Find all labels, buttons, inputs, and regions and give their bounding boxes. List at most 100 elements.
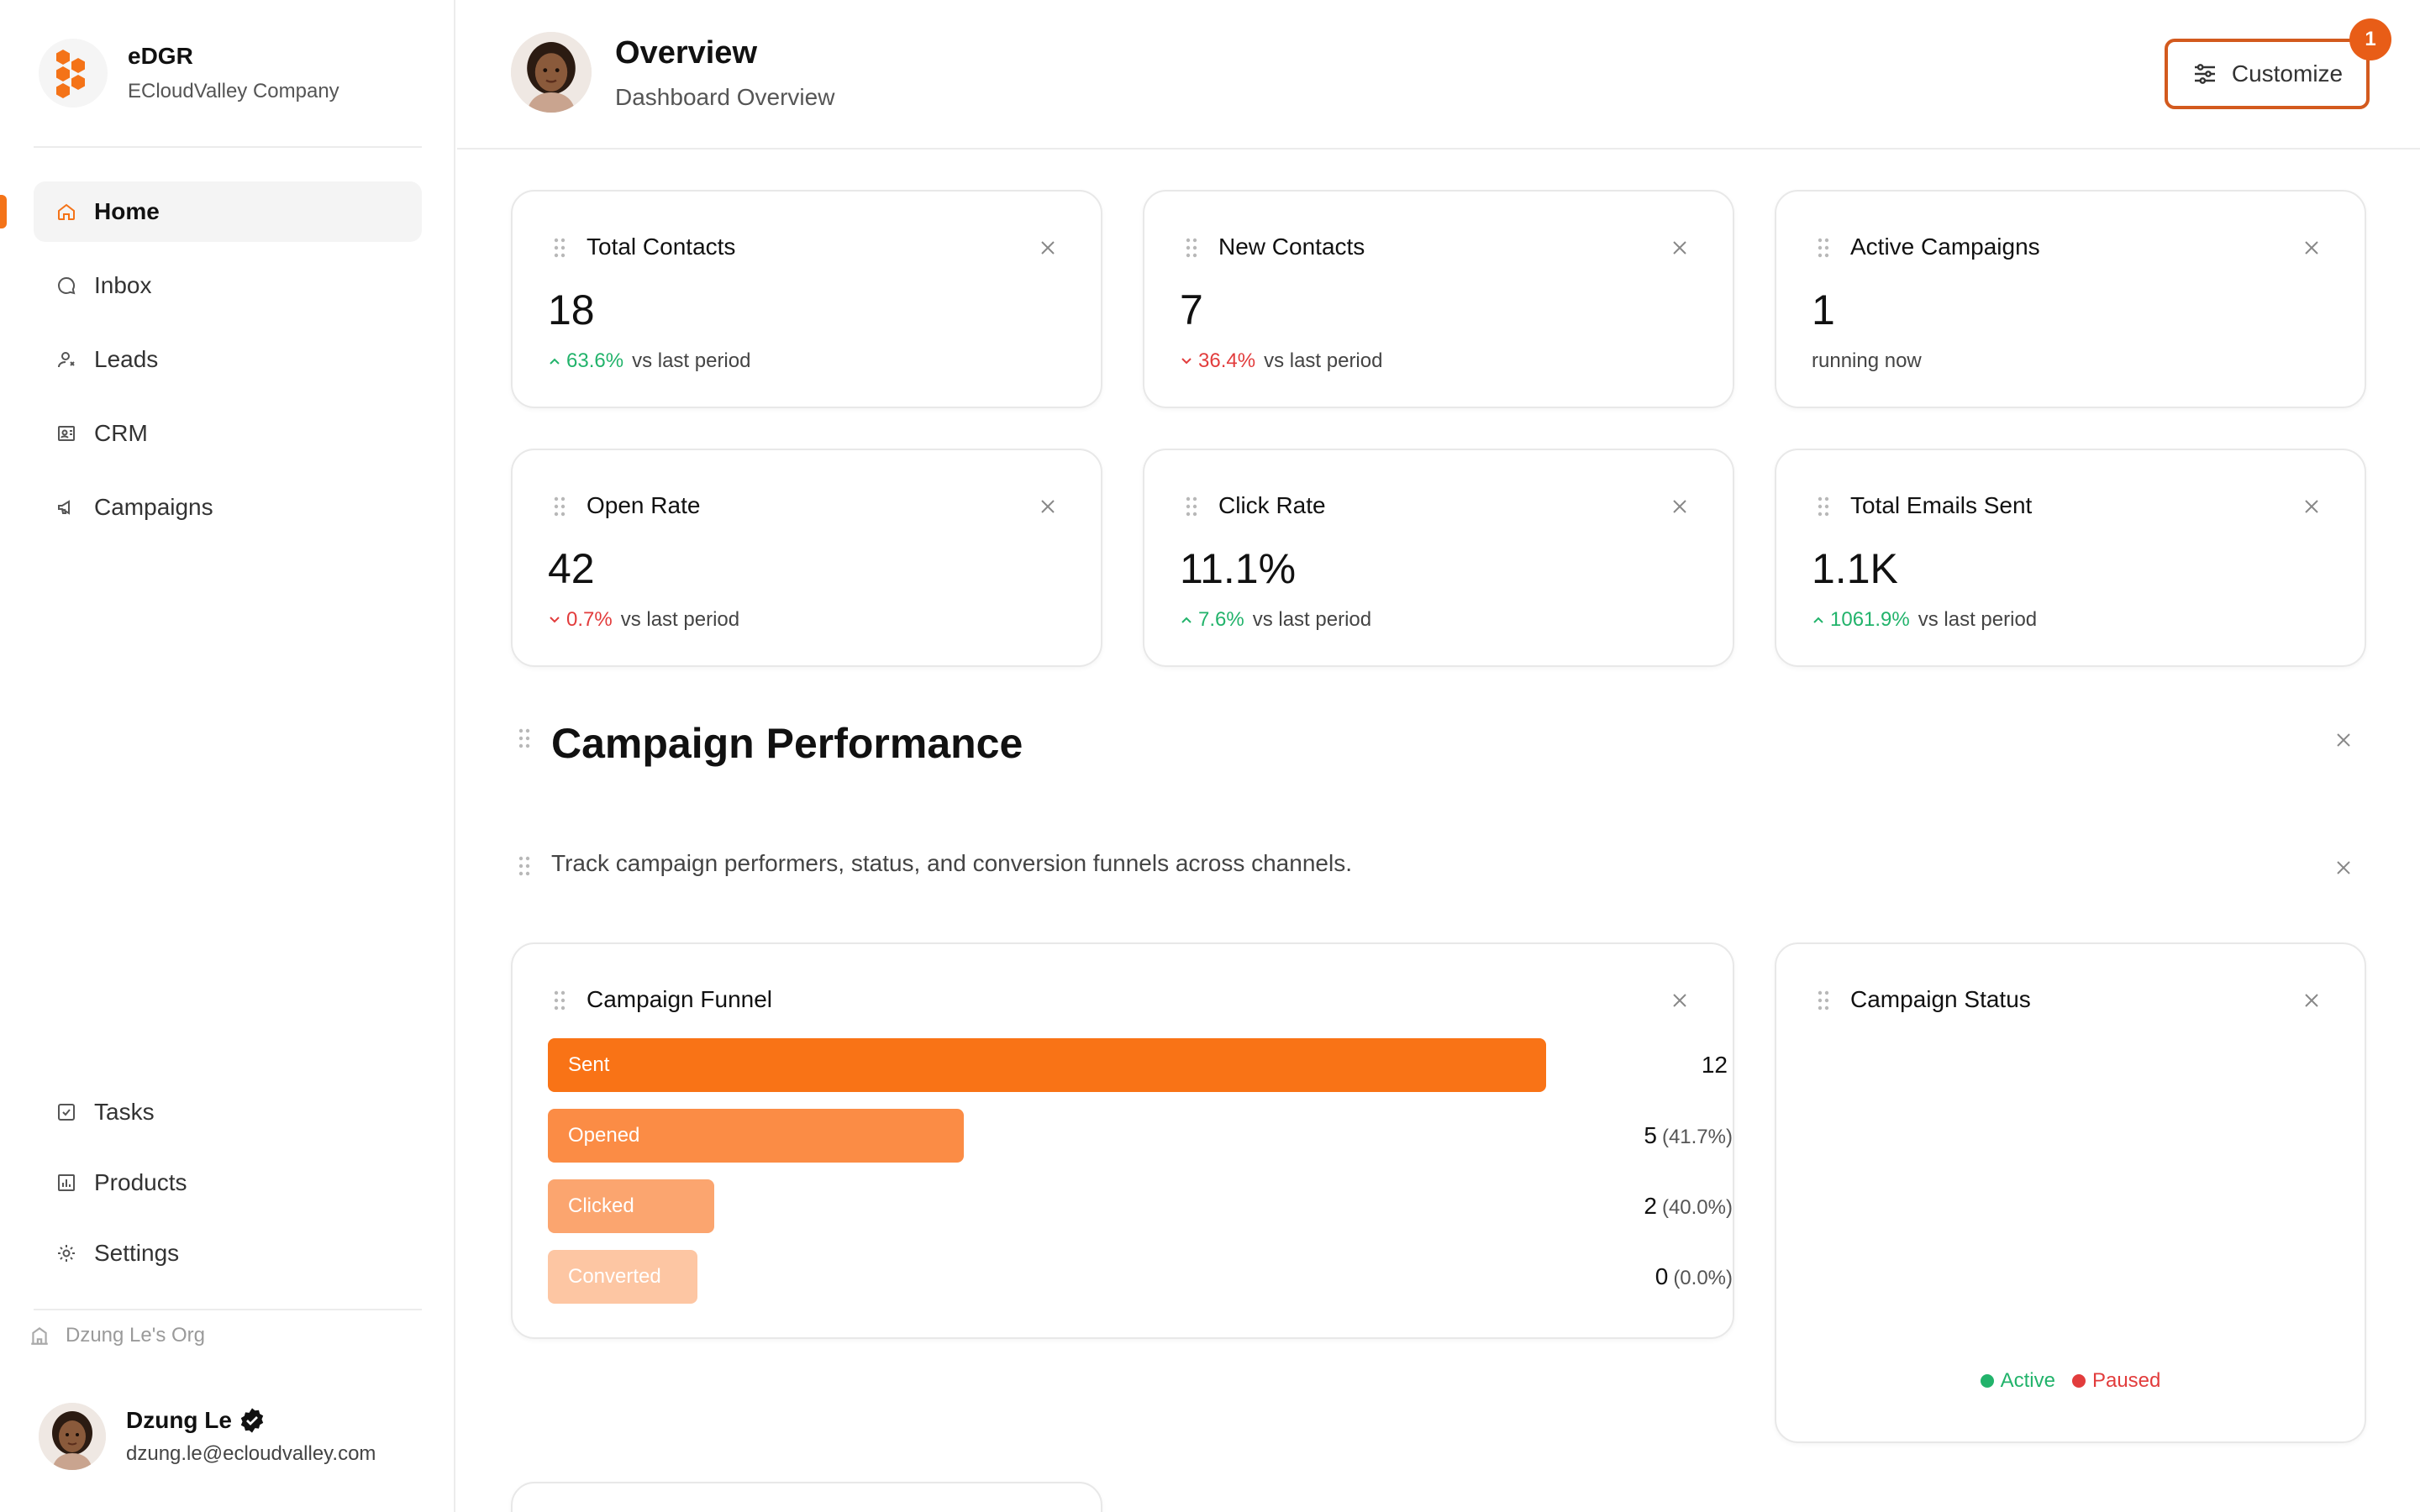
org-switcher[interactable]: Dzung Le's Org <box>29 1324 205 1347</box>
avatar[interactable] <box>511 32 592 113</box>
funnel-percent: (0.0%) <box>1673 1267 1733 1289</box>
change-suffix: running now <box>1812 349 1922 372</box>
customize-label: Customize <box>2231 60 2344 87</box>
user-avatar-icon <box>511 32 592 113</box>
sidebar-item-label: Settings <box>94 1240 180 1266</box>
stat-value: 18 <box>548 286 595 333</box>
chart-icon <box>55 1172 77 1194</box>
sliders-icon <box>2194 64 2215 84</box>
sidebar-item-products[interactable]: Products <box>34 1152 422 1213</box>
legend-item-paused[interactable]: Paused <box>2071 1369 2161 1393</box>
funnel-count: 12 <box>1701 1052 1728 1078</box>
stat-card: Open Rate 42 0.7% vs last period <box>511 449 1102 667</box>
verified-icon <box>240 1408 264 1433</box>
notification-badge: 1 <box>2349 18 2391 60</box>
drag-handle-icon[interactable] <box>1183 496 1200 517</box>
close-icon[interactable] <box>1039 239 1057 257</box>
chevron-down-icon <box>1181 358 1192 365</box>
funnel-count: 2 <box>1644 1193 1657 1219</box>
sidebar-item-tasks[interactable]: Tasks <box>34 1082 422 1142</box>
change-indicator: 1061.9% <box>1812 608 1910 632</box>
close-icon[interactable] <box>1039 497 1057 516</box>
close-icon[interactable] <box>2302 497 2321 516</box>
stat-value: 1 <box>1812 286 1835 333</box>
drag-handle-icon[interactable] <box>551 496 568 517</box>
user-profile[interactable]: Dzung Le dzung.le@ecloudvalley.com <box>39 1403 376 1470</box>
close-icon[interactable] <box>1670 991 1689 1010</box>
close-icon[interactable] <box>2302 991 2321 1010</box>
sidebar-item-leads[interactable]: Leads <box>34 329 422 390</box>
stat-value: 1.1K <box>1812 545 1898 592</box>
change-value: 63.6% <box>566 349 624 372</box>
change-indicator: 36.4% <box>1180 349 1255 373</box>
section-description: Track campaign performers, status, and c… <box>551 850 1352 876</box>
drag-handle-icon[interactable] <box>551 990 568 1011</box>
funnel-row: Converted 0 (0.0%) <box>548 1250 1733 1304</box>
card-title: Campaign Status <box>1850 986 2031 1012</box>
stat-delta: 36.4% vs last period <box>1180 349 1382 373</box>
stat-delta: 7.6% vs last period <box>1180 608 1371 632</box>
user-name: Dzung Le <box>126 1407 232 1433</box>
funnel-bar-converted[interactable]: Converted <box>548 1250 697 1304</box>
drag-handle-icon[interactable] <box>551 237 568 259</box>
legend-label: Paused <box>2091 1369 2161 1392</box>
funnel-count: 5 <box>1644 1122 1657 1148</box>
sidebar-divider-bottom <box>34 1309 422 1310</box>
funnel-bar-sent[interactable]: Sent <box>548 1038 1546 1092</box>
legend-item-active[interactable]: Active <box>1980 1369 2055 1393</box>
drag-handle-icon[interactable] <box>1815 990 1832 1011</box>
brand-logo <box>39 39 108 108</box>
legend-label: Active <box>2000 1369 2055 1392</box>
sidebar-item-campaigns[interactable]: Campaigns <box>34 477 422 538</box>
chevron-up-icon <box>550 358 560 365</box>
funnel-value: 12 <box>1702 1052 1733 1079</box>
funnel-bar-clicked[interactable]: Clicked <box>548 1179 714 1233</box>
sidebar-item-crm[interactable]: CRM <box>34 403 422 464</box>
drag-handle-icon[interactable] <box>1815 496 1832 517</box>
stat-delta: running now <box>1812 349 1922 373</box>
sidebar-item-settings[interactable]: Settings <box>34 1223 422 1284</box>
sidebar-item-inbox[interactable]: Inbox <box>34 255 422 316</box>
change-suffix: vs last period <box>1252 608 1372 631</box>
close-icon[interactable] <box>2302 239 2321 257</box>
funnel-bar-label: Sent <box>568 1053 610 1076</box>
stat-card: Click Rate 11.1% 7.6% vs last period <box>1143 449 1734 667</box>
drag-handle-icon[interactable] <box>1183 237 1200 259</box>
avatar <box>39 1403 106 1470</box>
stat-value: 42 <box>548 545 595 592</box>
drag-handle-icon[interactable] <box>516 727 533 749</box>
chevron-up-icon <box>1813 617 1823 623</box>
stat-delta: 0.7% vs last period <box>548 608 739 632</box>
funnel-bar-label: Opened <box>568 1124 640 1147</box>
brand[interactable]: eDGR ECloudValley Company <box>39 39 339 108</box>
funnel-value: 2 (40.0%) <box>1644 1193 1733 1220</box>
funnel-bar-opened[interactable]: Opened <box>548 1109 964 1163</box>
card-title: Click Rate <box>1218 492 1326 518</box>
card-title: New Contacts <box>1218 234 1365 260</box>
stat-card: Active Campaigns 1 running now <box>1775 190 2366 408</box>
close-icon[interactable] <box>1670 497 1689 516</box>
chat-icon <box>55 275 77 297</box>
brand-name: eDGR <box>128 43 193 69</box>
drag-handle-icon[interactable] <box>516 855 533 877</box>
sidebar-item-label: CRM <box>94 420 148 446</box>
customize-button[interactable]: Customize <box>2165 39 2370 109</box>
close-icon[interactable] <box>1670 239 1689 257</box>
sidebar-item-home[interactable]: Home <box>0 181 422 242</box>
change-suffix: vs last period <box>620 608 740 631</box>
next-card-partial <box>511 1482 1102 1512</box>
building-icon <box>29 1325 50 1347</box>
close-icon[interactable] <box>2334 858 2353 877</box>
megaphone-icon <box>55 496 77 518</box>
sidebar-item-label: Home <box>94 198 160 224</box>
change-value: 0.7% <box>566 608 613 631</box>
change-indicator: 7.6% <box>1180 608 1244 632</box>
funnel-row: Clicked 2 (40.0%) <box>548 1179 1733 1233</box>
sidebar: eDGR ECloudValley Company Home Inbox <box>0 0 455 1512</box>
sidebar-item-label: Products <box>94 1169 187 1195</box>
drag-handle-icon[interactable] <box>1815 237 1832 259</box>
close-icon[interactable] <box>2334 731 2353 749</box>
sidebar-item-label: Tasks <box>94 1099 155 1125</box>
change-indicator: 63.6% <box>548 349 623 373</box>
